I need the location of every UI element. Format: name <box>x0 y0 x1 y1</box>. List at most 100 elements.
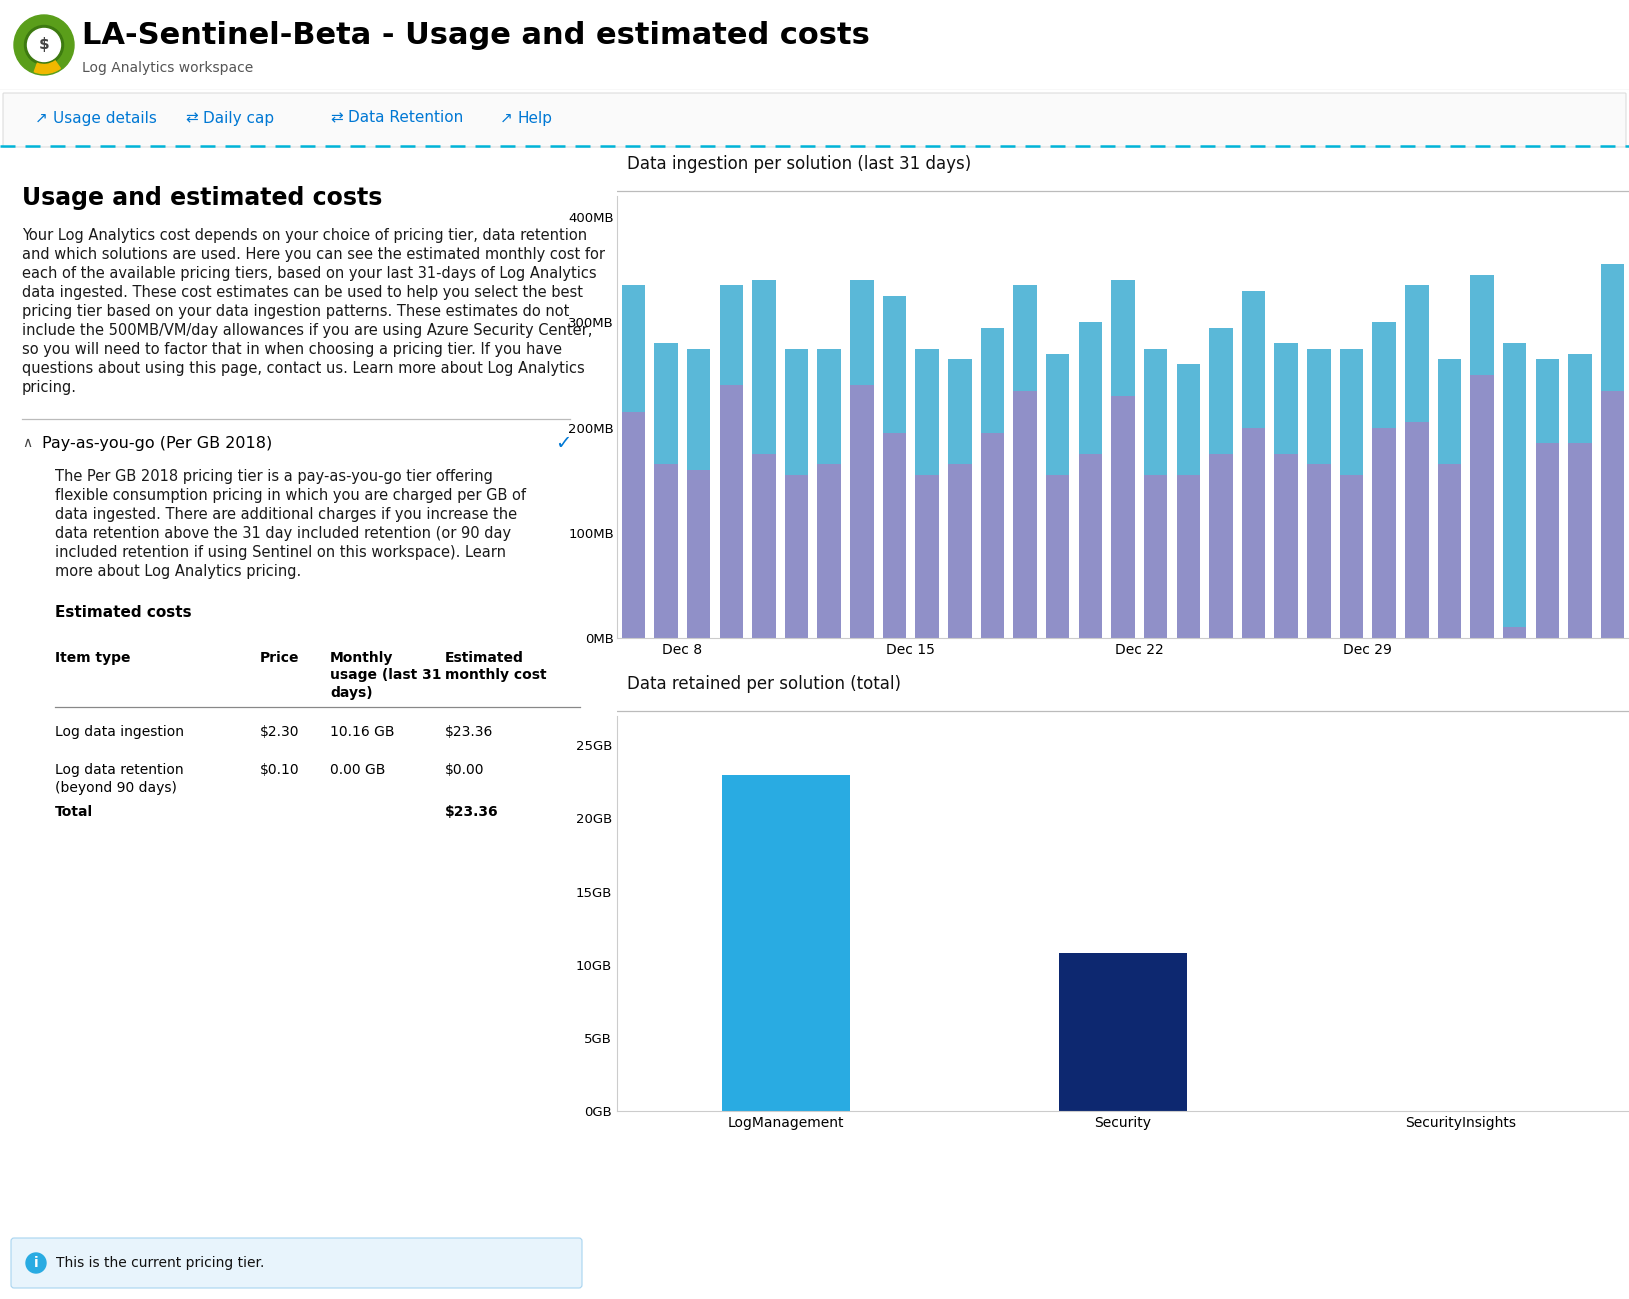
Bar <box>883 433 906 638</box>
Text: i: i <box>34 1256 39 1270</box>
Bar <box>915 348 938 475</box>
Bar <box>1046 353 1070 475</box>
Text: $23.36: $23.36 <box>445 805 498 818</box>
Bar <box>655 343 678 464</box>
Bar <box>1176 365 1201 475</box>
Text: ⇄: ⇄ <box>331 110 342 126</box>
Bar <box>850 386 873 638</box>
Text: Log Analytics workspace: Log Analytics workspace <box>81 61 252 75</box>
Text: Price: Price <box>261 651 300 665</box>
Text: flexible consumption pricing in which you are charged per GB of: flexible consumption pricing in which yo… <box>55 488 526 503</box>
Text: $0.10: $0.10 <box>261 763 300 777</box>
Text: ∧: ∧ <box>23 436 33 449</box>
Wedge shape <box>34 61 60 74</box>
Text: data ingested. There are additional charges if you increase the: data ingested. There are additional char… <box>55 507 516 522</box>
Bar <box>687 348 710 470</box>
Bar <box>818 464 841 638</box>
Text: $23.36: $23.36 <box>445 725 494 739</box>
Bar <box>1209 327 1233 453</box>
Bar <box>1504 627 1526 638</box>
Text: Usage details: Usage details <box>54 110 156 126</box>
Bar <box>1144 475 1168 638</box>
Text: data retention above the 31 day included retention (or 90 day: data retention above the 31 day included… <box>55 526 512 540</box>
Bar <box>948 359 971 464</box>
Bar <box>655 464 678 638</box>
Bar <box>1274 453 1298 638</box>
Text: Help: Help <box>518 110 552 126</box>
Text: $0.00: $0.00 <box>445 763 484 777</box>
Bar <box>1536 443 1559 638</box>
Bar <box>1438 464 1461 638</box>
Bar <box>622 412 645 638</box>
Text: The Per GB 2018 pricing tier is a pay-as-you-go tier offering: The Per GB 2018 pricing tier is a pay-as… <box>55 469 494 485</box>
Bar <box>1241 427 1266 638</box>
Bar <box>1078 322 1103 453</box>
Text: Your Log Analytics cost depends on your choice of pricing tier, data retention: Your Log Analytics cost depends on your … <box>23 229 586 243</box>
Bar <box>1013 391 1036 638</box>
Text: ↗: ↗ <box>34 110 47 126</box>
Bar <box>1339 348 1363 475</box>
Bar <box>785 348 808 475</box>
Bar <box>1372 322 1396 427</box>
Bar <box>753 281 775 453</box>
Text: Data retained per solution (total): Data retained per solution (total) <box>627 675 901 694</box>
Bar <box>1569 443 1592 638</box>
Text: questions about using this page, contact us. Learn more about Log Analytics: questions about using this page, contact… <box>23 361 585 375</box>
Text: Daily cap: Daily cap <box>204 110 274 126</box>
Bar <box>1406 422 1429 638</box>
Text: 10.16 GB: 10.16 GB <box>331 725 394 739</box>
Text: and which solutions are used. Here you can see the estimated monthly cost for: and which solutions are used. Here you c… <box>23 247 604 262</box>
Bar <box>1306 348 1331 464</box>
Bar <box>1241 291 1266 427</box>
Bar <box>850 281 873 386</box>
Bar <box>720 386 743 638</box>
Circle shape <box>15 16 73 75</box>
Bar <box>1059 953 1188 1111</box>
Text: $: $ <box>39 38 49 52</box>
Bar <box>883 296 906 433</box>
Text: 0.00 GB: 0.00 GB <box>331 763 386 777</box>
Text: ↗: ↗ <box>500 110 513 126</box>
Bar <box>1536 359 1559 443</box>
Text: ⇄: ⇄ <box>186 110 197 126</box>
Bar <box>1372 427 1396 638</box>
Bar <box>948 464 971 638</box>
Bar <box>1339 475 1363 638</box>
Bar <box>1438 359 1461 464</box>
Bar <box>687 470 710 638</box>
Bar <box>1209 453 1233 638</box>
Bar <box>622 286 645 412</box>
Bar <box>1569 353 1592 443</box>
Bar <box>1078 453 1103 638</box>
Circle shape <box>24 26 64 65</box>
Bar <box>1274 343 1298 453</box>
Text: $2.30: $2.30 <box>261 725 300 739</box>
Bar <box>1176 475 1201 638</box>
Bar <box>1601 391 1624 638</box>
Circle shape <box>26 1254 46 1273</box>
Bar <box>915 475 938 638</box>
Text: each of the available pricing tiers, based on your last 31-days of Log Analytics: each of the available pricing tiers, bas… <box>23 266 596 281</box>
Bar <box>753 453 775 638</box>
Text: ✓: ✓ <box>555 434 572 452</box>
Bar <box>1111 396 1135 638</box>
FancyBboxPatch shape <box>3 94 1626 147</box>
Bar <box>1013 286 1036 391</box>
Bar <box>1046 475 1070 638</box>
Circle shape <box>28 29 60 61</box>
Bar <box>1471 275 1494 375</box>
Text: LA-Sentinel-Beta - Usage and estimated costs: LA-Sentinel-Beta - Usage and estimated c… <box>81 21 870 49</box>
Text: data ingested. These cost estimates can be used to help you select the best: data ingested. These cost estimates can … <box>23 284 583 300</box>
Bar <box>1111 281 1135 396</box>
Text: Usage and estimated costs: Usage and estimated costs <box>23 186 383 210</box>
Text: Data ingestion per solution (last 31 days): Data ingestion per solution (last 31 day… <box>627 155 971 173</box>
Text: Log data retention
(beyond 90 days): Log data retention (beyond 90 days) <box>55 763 184 795</box>
Bar <box>1504 343 1526 627</box>
Text: pricing.: pricing. <box>23 381 77 395</box>
Text: Item type: Item type <box>55 651 130 665</box>
Text: more about Log Analytics pricing.: more about Log Analytics pricing. <box>55 564 301 579</box>
Text: Data Retention: Data Retention <box>349 110 463 126</box>
Text: Estimated
monthly cost: Estimated monthly cost <box>445 651 547 682</box>
Bar <box>818 348 841 464</box>
Text: included retention if using Sentinel on this workspace). Learn: included retention if using Sentinel on … <box>55 546 507 560</box>
